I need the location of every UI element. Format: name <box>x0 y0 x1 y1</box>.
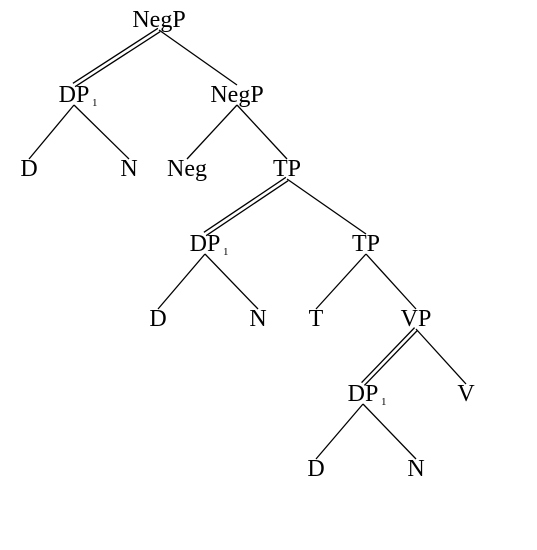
node-neg: Neg <box>167 156 207 182</box>
branch-line-14 <box>415 328 467 385</box>
node-dp-3: DP <box>348 381 379 407</box>
node-negp-root: NegP <box>132 7 185 33</box>
branch-line-5 <box>186 104 238 160</box>
node-dp-2-subscript: 1 <box>223 246 229 258</box>
node-dp-1: DP <box>59 82 90 108</box>
node-v: V <box>457 381 475 407</box>
branch-line-12 <box>365 253 417 310</box>
node-dp-2: DP <box>190 231 221 257</box>
branch-line-6 <box>236 104 288 160</box>
double-branch-line-1a <box>72 27 159 84</box>
node-d-1: D <box>20 156 37 182</box>
node-n-3: N <box>407 456 424 482</box>
node-t: T <box>309 306 324 332</box>
branch-line-3 <box>28 104 75 160</box>
node-n-1: N <box>120 156 137 182</box>
node-dp-1-subscript: 1 <box>92 97 98 109</box>
branch-line-15 <box>315 403 364 460</box>
node-tp-1: TP <box>273 156 301 182</box>
branch-line-11 <box>315 253 367 310</box>
branch-line-9 <box>157 253 206 310</box>
double-branch-line-1b <box>74 31 161 88</box>
branch-line-2 <box>158 29 238 86</box>
double-branch-line-7a <box>203 176 287 233</box>
branch-line-16 <box>362 403 417 460</box>
node-n-2: N <box>249 306 266 332</box>
double-branch-line-13a <box>361 327 416 384</box>
node-negp-inner: NegP <box>210 82 263 108</box>
double-branch-line-7b <box>205 180 289 237</box>
tree-edges <box>28 27 467 460</box>
branch-line-8 <box>286 178 367 235</box>
node-tp-2: TP <box>352 231 380 257</box>
node-d-3: D <box>307 456 324 482</box>
node-vp: VP <box>401 306 432 332</box>
node-d-2: D <box>149 306 166 332</box>
branch-line-4 <box>73 104 130 160</box>
branch-line-10 <box>204 253 259 310</box>
double-branch-line-13b <box>363 329 418 386</box>
node-dp-3-subscript: 1 <box>381 396 387 408</box>
